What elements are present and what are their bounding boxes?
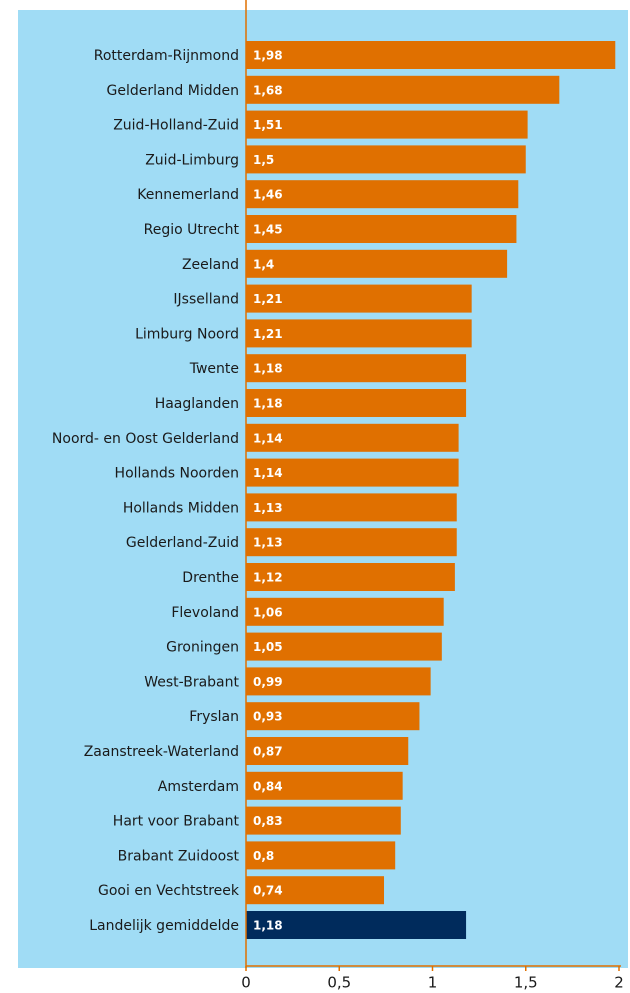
value-label: 1,46 [253, 188, 283, 202]
bar [246, 563, 455, 591]
value-label: 0,8 [253, 849, 274, 863]
bar [246, 110, 528, 139]
bar [246, 632, 442, 661]
category-label: Limburg Noord [135, 326, 239, 342]
value-label: 1,06 [253, 605, 283, 619]
category-label: Drenthe [182, 570, 239, 586]
value-label: 1,13 [253, 536, 283, 550]
value-label: 1,12 [253, 571, 283, 585]
value-label: 0,87 [253, 745, 283, 759]
bar [246, 493, 457, 522]
value-label: 1,18 [253, 362, 283, 376]
x-tick-label: 0,5 [327, 974, 351, 992]
category-label: Zuid-Limburg [145, 152, 239, 168]
bar [246, 41, 616, 69]
bar [246, 528, 457, 557]
category-label: Zuid-Holland-Zuid [113, 118, 239, 134]
value-label: 1,14 [253, 466, 283, 480]
bar [246, 667, 431, 696]
category-label: West-Brabant [144, 674, 239, 690]
bar [246, 215, 517, 243]
category-label: Fryslan [189, 709, 239, 725]
category-label: Brabant Zuidoost [118, 848, 240, 864]
x-tick-label: 1 [428, 974, 438, 992]
bar [246, 75, 560, 104]
value-label: 0,93 [253, 710, 283, 724]
x-tick-label: 0 [241, 974, 251, 992]
bar [246, 911, 467, 939]
category-label: Haaglanden [155, 396, 239, 412]
value-label: 1,51 [253, 118, 283, 132]
bar [246, 423, 459, 452]
value-label: 1,68 [253, 83, 283, 97]
category-label: Zeeland [182, 257, 239, 273]
category-label: IJsselland [173, 292, 239, 308]
bar [246, 771, 403, 800]
value-label: 1,14 [253, 431, 283, 445]
bar [246, 737, 409, 765]
value-label: 1,05 [253, 640, 283, 654]
bar [246, 458, 459, 487]
category-label: Gooi en Vechtstreek [98, 883, 240, 899]
category-label: Groningen [166, 640, 239, 656]
category-label: Hollands Noorden [115, 466, 239, 482]
category-label: Kennemerland [137, 187, 239, 203]
value-label: 1,21 [253, 327, 283, 341]
category-label: Zaanstreek-Waterland [84, 744, 239, 760]
category-label: Hollands Midden [123, 500, 239, 516]
category-label: Gelderland-Zuid [126, 535, 239, 551]
bar [246, 249, 508, 278]
category-label: Rotterdam-Rijnmond [94, 48, 239, 64]
value-label: 1,13 [253, 501, 283, 515]
category-label: Noord- en Oost Gelderland [52, 431, 239, 447]
category-label: Amsterdam [158, 779, 239, 795]
value-label: 0,84 [253, 779, 283, 793]
bar [246, 841, 396, 870]
value-label: 0,83 [253, 814, 283, 828]
bar [246, 145, 526, 174]
value-label: 0,99 [253, 675, 283, 689]
bar [246, 389, 467, 417]
bar [246, 806, 401, 835]
bar [246, 284, 472, 313]
value-label: 1,18 [253, 919, 283, 933]
bar [246, 180, 519, 209]
bar [246, 354, 467, 383]
bar [246, 319, 472, 348]
category-label: Flevoland [171, 605, 239, 621]
category-label: Landelijk gemiddelde [89, 918, 239, 934]
value-label: 1,98 [253, 49, 283, 63]
bar [246, 597, 444, 626]
category-label: Hart voor Brabant [113, 814, 240, 830]
value-label: 1,18 [253, 397, 283, 411]
bar [246, 702, 420, 731]
bar [246, 876, 385, 905]
value-label: 1,5 [253, 153, 274, 167]
value-label: 0,74 [253, 884, 283, 898]
value-label: 1,45 [253, 223, 283, 237]
value-label: 1,4 [253, 257, 274, 271]
x-tick-label: 2 [614, 974, 624, 992]
x-tick-label: 1,5 [514, 974, 538, 992]
category-label: Regio Utrecht [144, 222, 240, 238]
category-label: Gelderland Midden [106, 83, 239, 99]
value-label: 1,21 [253, 292, 283, 306]
category-label: Twente [189, 361, 239, 377]
